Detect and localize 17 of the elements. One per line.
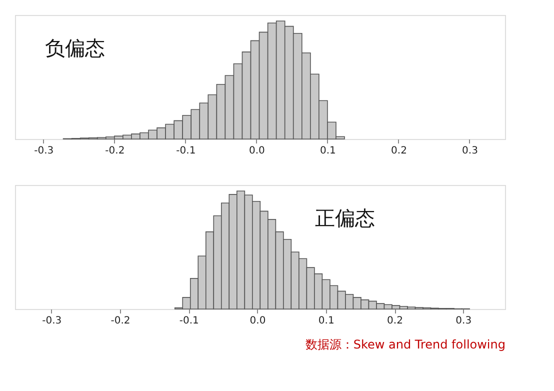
text: 正偏态 — [315, 206, 375, 230]
x-tick-label: 0.0 — [250, 316, 266, 326]
x-tick-label: 0.3 — [462, 146, 478, 156]
x-tick-label: -0.1 — [179, 316, 199, 326]
x-tick-label: -0.3 — [34, 146, 54, 156]
x-tick-label: -0.3 — [42, 316, 62, 326]
x-tick-label: -0.2 — [105, 146, 125, 156]
x-tick-label: 0.2 — [387, 316, 403, 326]
text: 数据源：Skew and Trend following — [305, 338, 506, 352]
x-tick-label: -0.1 — [176, 146, 196, 156]
x-tick-label: -0.2 — [110, 316, 130, 326]
x-tick-label: 0.3 — [456, 316, 472, 326]
text: 负偏态 — [45, 36, 105, 60]
x-tick-label: 0.2 — [391, 146, 407, 156]
x-tick-label: 0.0 — [248, 146, 265, 156]
x-tick-label: 0.1 — [318, 316, 334, 326]
x-tick-label: 0.1 — [320, 146, 336, 156]
